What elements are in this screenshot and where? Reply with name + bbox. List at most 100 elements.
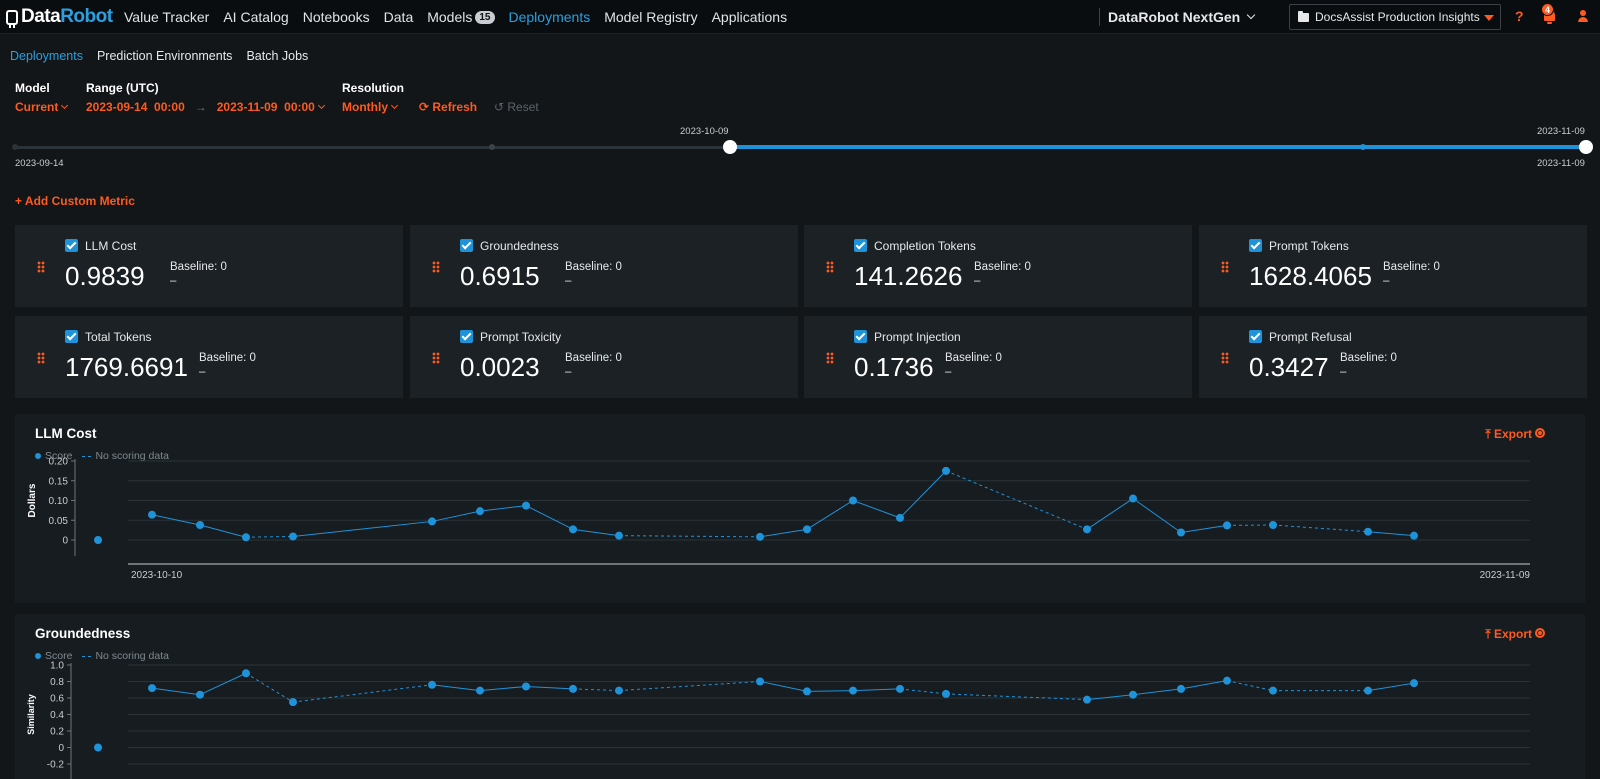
gear-icon[interactable] xyxy=(1535,428,1545,438)
tab-prediction-environments[interactable]: Prediction Environments xyxy=(96,49,233,63)
use-case-selector[interactable]: DocsAssist Production Insights xyxy=(1289,4,1501,30)
nav-model-registry[interactable]: Model Registry xyxy=(604,9,698,25)
series-segment xyxy=(292,520,433,537)
nav-notebooks[interactable]: Notebooks xyxy=(302,9,370,25)
range-start[interactable]: 2023-09-14 00:00 xyxy=(86,100,185,114)
nav-ai-catalog[interactable]: AI Catalog xyxy=(223,9,289,25)
metric-baseline-dash: – xyxy=(565,275,572,287)
metric-checkbox[interactable] xyxy=(854,330,867,343)
export-button[interactable]: ⤒ Export xyxy=(1485,627,1532,642)
drag-handle-icon[interactable] xyxy=(37,261,45,273)
metric-tile-prompt-injection[interactable]: Prompt Injection 0.1736 Baseline: 0 – xyxy=(804,316,1192,398)
reset-label: Reset xyxy=(507,100,539,114)
drag-handle-icon[interactable] xyxy=(826,261,834,273)
slider-tick xyxy=(1360,144,1366,150)
range-end[interactable]: 2023-11-09 00:00 xyxy=(216,100,315,114)
series-gap-segment xyxy=(1226,680,1274,692)
metric-checkbox[interactable] xyxy=(65,330,78,343)
data-point xyxy=(428,517,436,526)
series-segment xyxy=(852,688,901,692)
drag-handle-icon[interactable] xyxy=(1221,261,1229,273)
series-segment xyxy=(479,505,527,512)
nav-applications[interactable]: Applications xyxy=(711,9,788,25)
refresh-button[interactable]: ⟳ Refresh xyxy=(419,100,477,114)
reset-button[interactable]: ↺ Reset xyxy=(494,100,539,114)
series-segment xyxy=(1180,524,1228,533)
metric-checkbox[interactable] xyxy=(65,239,78,252)
metric-tile-llm-cost[interactable]: LLM Cost 0.9839 Baseline: 0 – xyxy=(15,225,403,307)
data-point xyxy=(148,510,156,519)
data-point xyxy=(476,507,484,516)
metric-tile-groundedness[interactable]: Groundedness 0.6915 Baseline: 0 – xyxy=(410,225,798,307)
metric-tile-prompt-tokens[interactable]: Prompt Tokens 1628.4065 Baseline: 0 – xyxy=(1199,225,1587,307)
drag-handle-icon[interactable] xyxy=(432,352,440,364)
metric-checkbox[interactable] xyxy=(460,239,473,252)
user-icon[interactable] xyxy=(1578,10,1588,24)
range-picker[interactable]: 2023-09-14 00:00 → 2023-11-09 00:00 xyxy=(86,100,325,114)
data-point xyxy=(1410,679,1418,688)
metric-value: 0.0023 xyxy=(460,352,540,382)
nav-value-tracker[interactable]: Value Tracker xyxy=(124,9,210,25)
export-button[interactable]: ⤒ Export xyxy=(1485,427,1532,442)
slider-selected-start-label: 2023-10-09 xyxy=(680,126,729,137)
drag-handle-icon[interactable] xyxy=(37,352,45,364)
legend-no-data-marker xyxy=(82,655,92,657)
drag-handle-icon[interactable] xyxy=(432,261,440,273)
metric-tile-prompt-refusal[interactable]: Prompt Refusal 0.3427 Baseline: 0 – xyxy=(1199,316,1587,398)
metric-tile-prompt-toxicity[interactable]: Prompt Toxicity 0.0023 Baseline: 0 – xyxy=(410,316,798,398)
date-slider-selected-range[interactable] xyxy=(728,145,1584,149)
series-segment xyxy=(1367,531,1415,537)
resolution-dropdown[interactable]: Monthly xyxy=(342,100,399,114)
metric-name: Groundedness xyxy=(480,239,559,253)
metric-baseline: Baseline: 0 xyxy=(565,352,622,364)
data-point xyxy=(1129,690,1137,699)
add-custom-metric-button[interactable]: + Add Custom Metric xyxy=(15,194,135,208)
metric-checkbox[interactable] xyxy=(460,330,473,343)
nav-data[interactable]: Data xyxy=(383,9,414,25)
data-point xyxy=(148,684,156,693)
resolution-dropdown-value: Monthly xyxy=(342,100,388,114)
y-tick-label: 0.10 xyxy=(49,496,69,507)
nav-deployments[interactable]: Deployments xyxy=(508,9,591,25)
y-tick-label: 0.05 xyxy=(49,516,69,527)
nav-models[interactable]: Models 15 xyxy=(427,9,495,25)
data-point xyxy=(896,684,904,693)
caret-down-icon xyxy=(1484,15,1494,21)
chart-panel-groundedness: Groundedness Score No scoring data ⤒ Exp… xyxy=(15,614,1585,779)
series-gap-segment xyxy=(618,535,761,538)
notification-count-badge: 4 xyxy=(1541,3,1554,16)
data-point xyxy=(942,466,950,475)
data-point xyxy=(242,533,250,542)
range-filter-label: Range (UTC) xyxy=(86,81,159,95)
org-switcher[interactable]: DataRobot NextGen xyxy=(1108,0,1256,34)
tab-batch-jobs[interactable]: Batch Jobs xyxy=(246,49,309,63)
data-point xyxy=(756,677,764,686)
data-point xyxy=(1269,686,1277,695)
metric-tile-total-tokens[interactable]: Total Tokens 1769.6691 Baseline: 0 – xyxy=(15,316,403,398)
gear-icon[interactable] xyxy=(1535,628,1545,638)
drag-handle-icon[interactable] xyxy=(1221,352,1229,364)
data-point xyxy=(1083,695,1091,704)
slider-start-handle[interactable] xyxy=(723,140,737,154)
metric-checkbox[interactable] xyxy=(854,239,867,252)
y-tick-label: -0.2 xyxy=(47,760,65,771)
metric-checkbox[interactable] xyxy=(1249,330,1262,343)
org-name: DataRobot NextGen xyxy=(1108,9,1241,25)
data-point xyxy=(1177,528,1185,537)
model-dropdown[interactable]: Current xyxy=(15,100,69,114)
data-point xyxy=(1223,676,1231,685)
series-segment xyxy=(151,514,201,526)
groundedness-chart: Similarity 1.0 0.8 0.6 0.4 0.2 0 -0.2 xyxy=(26,661,1530,779)
data-point xyxy=(615,531,623,540)
slider-end-handle[interactable] xyxy=(1579,140,1593,154)
datarobot-logo[interactable]: DataRobot xyxy=(6,6,113,28)
upload-icon: ⤒ xyxy=(1485,627,1494,641)
tab-deployments[interactable]: Deployments xyxy=(10,49,83,63)
chevron-down-icon xyxy=(61,101,69,110)
metric-name: Prompt Toxicity xyxy=(480,330,562,344)
metric-checkbox[interactable] xyxy=(1249,239,1262,252)
metric-tile-completion-tokens[interactable]: Completion Tokens 141.2626 Baseline: 0 – xyxy=(804,225,1192,307)
help-icon[interactable]: ? xyxy=(1515,8,1524,24)
export-label: Export xyxy=(1493,427,1532,441)
drag-handle-icon[interactable] xyxy=(826,352,834,364)
